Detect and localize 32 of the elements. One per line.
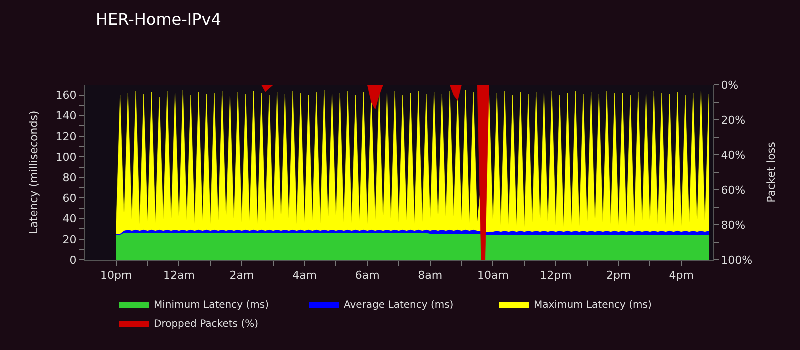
legend-label: Dropped Packets (%) [154,319,259,330]
y2-tick-label: 100% [721,254,753,267]
y-tick-label: 80 [62,172,77,184]
y2-tick-label: 20% [721,114,746,127]
legend-label: Minimum Latency (ms) [154,300,270,312]
y2-tick-label: 60% [721,184,746,197]
x-tick-label: 4pm [669,269,694,282]
y-tick-label: 20 [62,233,77,246]
y-tick-label: 140 [56,110,77,123]
y-tick-label: 160 [56,89,77,102]
x-tick-label: 12pm [540,269,572,282]
x-tick-label: 8am [418,269,443,282]
chart-title: HER-Home-IPv4 [96,10,222,30]
y-tick-label: 60 [62,192,77,206]
y2-axis-title: Packet loss [764,142,778,203]
y-tick-label: 100 [56,150,77,164]
y2-tick-label: 80% [721,218,746,232]
y-tick-label: 120 [56,130,77,144]
x-tick-label: 10pm [100,269,132,282]
x-tick-label: 12am [163,269,195,282]
y2-tick-label: 0% [721,78,739,92]
legend-label: Average Latency (ms) [344,300,454,312]
x-tick-label: 6am [355,269,380,282]
x-tick-label: 2pm [606,269,632,282]
y-tick-label: 40 [62,212,77,226]
legend-label: Maximum Latency (ms) [534,300,652,312]
y-tick-label: 0 [70,254,77,267]
x-tick-label: 4am [292,269,318,282]
x-tick-label: 2am [230,269,254,282]
x-tick-label: 10am [477,269,509,282]
y-axis-title: Latency (milliseconds) [27,110,40,234]
y2-tick-label: 40% [721,148,746,162]
